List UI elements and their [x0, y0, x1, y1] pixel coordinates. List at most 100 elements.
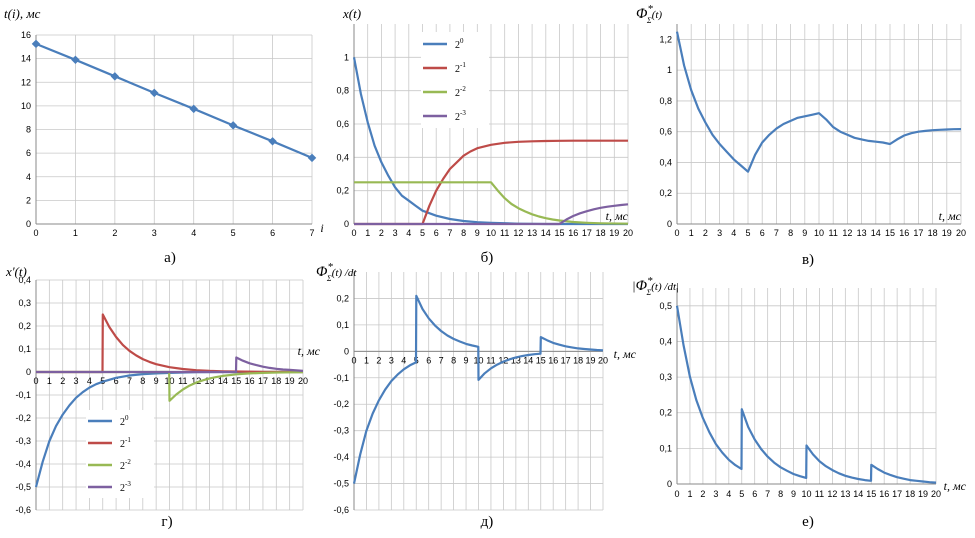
- y-tick-label: 2: [26, 195, 31, 205]
- x-tick-label: 4: [401, 355, 406, 365]
- y-tick-label: -0,2: [333, 399, 349, 409]
- x-tick-label: 0: [351, 228, 356, 238]
- x-tick-label: 8: [451, 355, 456, 365]
- x-tick-label: 13: [205, 376, 215, 386]
- x-tick-label: 16: [568, 228, 578, 238]
- y-tick-label: 0,4: [659, 336, 672, 346]
- x-tick-label: 5: [231, 228, 236, 238]
- x-tick-label: 11: [178, 376, 187, 386]
- y-tick-label: -0,3: [15, 436, 31, 446]
- panel-caption: а): [164, 250, 176, 266]
- x-tick-label: 13: [527, 228, 537, 238]
- x-tick-label: 1: [689, 228, 694, 238]
- x-tick-label: 18: [928, 228, 938, 238]
- y-tick-label: 1: [344, 52, 349, 62]
- y-tick-label: 0,5: [659, 301, 672, 311]
- x-tick-label: 12: [498, 355, 508, 365]
- legend-entry: 20: [455, 37, 464, 51]
- data-point: [228, 121, 238, 130]
- y-tick-label: 0,4: [336, 152, 349, 162]
- y-tick-label: 0,2: [18, 321, 31, 331]
- x-tick-label: 4: [406, 228, 411, 238]
- legend-entry: 2-2: [455, 85, 466, 99]
- data-point: [71, 55, 80, 65]
- y-tick-label: 1: [667, 65, 672, 75]
- x-tick-label: 2: [376, 355, 381, 365]
- x-tick-label: 11: [500, 228, 509, 238]
- x-tick-label: 5: [745, 228, 750, 238]
- x-tick-label: 1: [365, 228, 370, 238]
- chart-panel-e: 00,10,20,30,40,50 1 2 3 4 5 6 7 8 9 10 11 12 13 14 15 16…: [632, 275, 967, 530]
- legend-entry: 2-1: [120, 436, 131, 450]
- x-tick-label: 1: [73, 228, 78, 238]
- x-tick-label: 17: [258, 376, 268, 386]
- y-tick-label: 6: [26, 148, 31, 158]
- series-line-2^-3: [36, 356, 304, 374]
- y-tick-label: -0,6: [15, 505, 31, 515]
- x-tick-label: 14: [218, 376, 228, 386]
- y-tick-label: -0,1: [15, 390, 31, 400]
- x-tick-label: 7: [765, 489, 770, 499]
- x-tick-label: 1: [364, 355, 369, 365]
- x-tick-label: 15: [231, 376, 241, 386]
- legend: 20 2-1 2-2 2-3: [86, 410, 154, 498]
- x-tick-label: 14: [853, 489, 863, 499]
- y-tick-label: 0,2: [659, 188, 672, 198]
- data-point: [110, 72, 120, 81]
- x-tick-label: 19: [285, 376, 295, 386]
- x-tick-label: 7: [439, 355, 444, 365]
- x-tick-label: 20: [598, 355, 608, 365]
- x-tick-label: 10: [801, 489, 811, 499]
- x-tick-label: 6: [760, 228, 765, 238]
- x-tick-label: 15: [536, 355, 546, 365]
- y-tick-label: -0,5: [333, 479, 349, 489]
- x-tick-label: 14: [541, 228, 551, 238]
- x-tick-label: 2: [703, 228, 708, 238]
- x-tick-label: 20: [931, 489, 941, 499]
- y-tick-label: 0,2: [336, 186, 349, 196]
- x-tick-label: 14: [523, 355, 533, 365]
- y-tick-label: 0: [667, 219, 672, 229]
- x-tick-label: 2: [700, 489, 705, 499]
- x-tick-label: 5: [739, 489, 744, 499]
- x-tick-label: 6: [434, 228, 439, 238]
- x-tick-label: 12: [842, 228, 852, 238]
- y-tick-label: 0,2: [659, 408, 672, 418]
- y-tick-label: 0,6: [336, 119, 349, 129]
- y-tick-label: 0: [26, 367, 31, 377]
- x-tick-label: 9: [475, 228, 480, 238]
- panel-caption: б): [481, 250, 494, 266]
- x-tick-label: 16: [245, 376, 255, 386]
- x-tick-label: 8: [140, 376, 145, 386]
- chart-panel-g: -0,6-0,5-0,4-0,3-0,2-0,100,10,20,30,40 1 2…: [5, 264, 321, 530]
- y-tick-label: 0,6: [659, 127, 672, 137]
- x-tick-label: 2: [60, 376, 65, 386]
- y-tick-label: 0,1: [336, 320, 349, 330]
- x-tick-label: 2: [112, 228, 117, 238]
- x-tick-label: 5: [420, 228, 425, 238]
- panel-caption: д): [481, 514, 494, 530]
- y-tick-label: 12: [21, 77, 31, 87]
- x-tick-label: 10: [814, 228, 824, 238]
- y-tick-label: 0,8: [336, 86, 349, 96]
- x-tick-label: 16: [548, 355, 558, 365]
- chart-panel-b: 00,20,40,60,810 1 2 3 4 5 6 7 8 9 10 11 12 13 14 15 16 17…: [336, 6, 633, 266]
- x-tick-label: 3: [717, 228, 722, 238]
- series-line-Φ*Σ: [675, 31, 962, 173]
- x-tick-label: 8: [788, 228, 793, 238]
- y-tick-label: 10: [21, 101, 31, 111]
- x-tick-label: 19: [609, 228, 619, 238]
- series-line-2^-3: [354, 203, 629, 226]
- y-axis-label: x'(t): [5, 264, 27, 279]
- x-tick-label: 3: [389, 355, 394, 365]
- x-tick-label: 16: [879, 489, 889, 499]
- x-tick-label: 9: [154, 376, 159, 386]
- x-tick-label: 6: [114, 376, 119, 386]
- x-tick-label: 6: [752, 489, 757, 499]
- y-tick-label: 0,1: [18, 344, 31, 354]
- x-tick-label: 15: [885, 228, 895, 238]
- y-tick-label: 0,8: [659, 96, 672, 106]
- y-axis-label: x(t): [342, 6, 361, 21]
- x-tick-label: 3: [152, 228, 157, 238]
